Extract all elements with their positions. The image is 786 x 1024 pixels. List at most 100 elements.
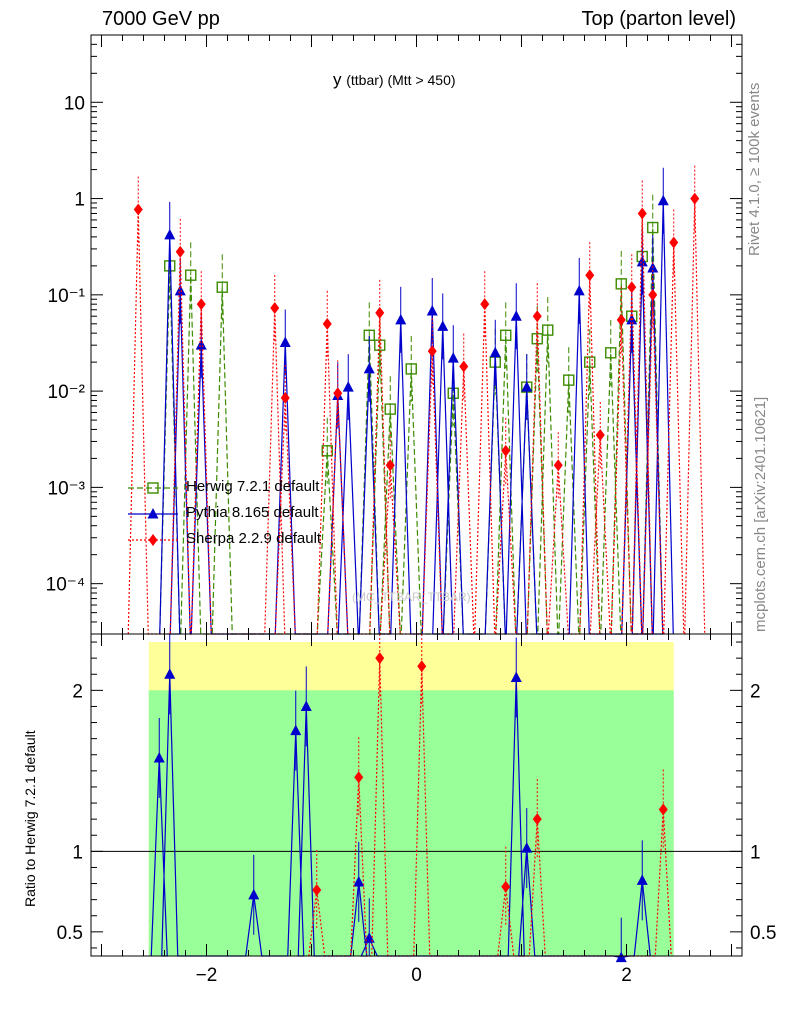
x-tick-label: −2: [196, 965, 218, 986]
legend-pythia-marker: [147, 508, 159, 519]
pythia-point-3: [279, 336, 291, 347]
axis-ticks: [91, 34, 742, 956]
pythia-point-6: [363, 362, 375, 374]
herwig-line: [159, 227, 664, 635]
sherpa-point-17: [616, 313, 626, 326]
pythia-ratio-point-3: [290, 724, 302, 736]
pythia-ratio-point-4: [300, 700, 312, 711]
plot-title-main: y: [333, 70, 342, 89]
sherpa-point-21: [669, 236, 679, 249]
pythia-ratio-point-10: [636, 874, 648, 885]
ratio-y-tick-label-right: 0.5: [750, 923, 776, 944]
herwig-point-17: [615, 278, 627, 290]
pythia-point-9: [437, 320, 449, 331]
sherpa-point-12: [501, 444, 511, 457]
main-y-tick-label: 1: [74, 190, 85, 211]
ratio-y-tick-label-left: 1: [72, 842, 83, 863]
sherpa-point-4: [280, 391, 290, 404]
legend-sherpa-marker: [148, 534, 158, 546]
main-panel-series: [127, 165, 706, 635]
pythia-point-1: [174, 284, 186, 296]
sherpa-point-19: [637, 207, 647, 220]
ratio-y-tick-label-left: 2: [72, 681, 83, 702]
plot-title-sub: (ttbar) (Mtt > 450): [346, 72, 456, 88]
pythia-point-7: [395, 313, 407, 325]
pythia-ratio-point-2: [248, 888, 260, 900]
sherpa-point-15: [585, 269, 595, 282]
analysis-watermark: (MC_TTBAR_TTBAR): [352, 590, 471, 604]
sherpa-point-7: [375, 306, 385, 319]
sherpa-ratio-point-2: [375, 652, 385, 665]
ratio-band-inner: [148, 690, 674, 956]
x-tick-label: 0: [411, 965, 422, 986]
pythia-point-14: [573, 284, 585, 296]
main-y-tick-label: 10⁻¹: [48, 286, 86, 307]
sherpa-ratio-point-5: [532, 813, 542, 826]
sherpa-point-2: [196, 298, 206, 311]
sherpa-point-1: [175, 245, 185, 258]
ratio-y-tick-label-right: 2: [750, 681, 761, 702]
herwig-point-6: [384, 403, 396, 415]
ratio-uncertainty-bands: [91, 642, 742, 956]
main-y-tick-label: 10⁻²: [48, 382, 86, 403]
pythia-ratio-point-9: [615, 951, 627, 963]
herwig-point-15: [584, 356, 596, 368]
legend-sherpa: Sherpa 2.2.9 default: [186, 530, 322, 547]
sherpa-point-5: [322, 317, 332, 330]
pythia-ratio-point-5: [353, 875, 365, 887]
main-y-tick-label: 10: [64, 93, 85, 114]
sherpa-point-13: [532, 310, 542, 323]
herwig-point-2: [216, 281, 228, 293]
sherpa-point-16: [595, 429, 605, 442]
main-y-tick-label: 10⁻³: [48, 478, 86, 499]
sherpa-ratio-point-6: [658, 803, 668, 816]
herwig-point-16: [605, 347, 617, 359]
sherpa-ratio-point-1: [354, 771, 364, 784]
herwig-point-13: [542, 324, 554, 336]
legend-herwig: Herwig 7.2.1 default: [186, 478, 320, 495]
pythia-ratio-point-8: [521, 842, 533, 853]
sherpa-point-11: [480, 298, 490, 311]
pythia-ratio-point-1: [164, 668, 176, 679]
energy-label: 7000 GeV pp: [102, 8, 220, 30]
herwig-point-3: [321, 445, 333, 457]
sherpa-point-22: [690, 192, 700, 205]
plot-title: y (ttbar) (Mtt > 450): [333, 70, 456, 90]
pythia-point-13: [521, 381, 533, 392]
legend-pythia: Pythia 8.165 default: [186, 504, 319, 521]
process-label: Top (parton level): [581, 8, 736, 30]
main-y-tick-label: 10⁻⁴: [46, 575, 85, 596]
ratio-y-axis-label: Ratio to Herwig 7.2.1 default: [22, 730, 38, 907]
sherpa-point-8: [385, 459, 395, 472]
pythia-line: [159, 200, 674, 635]
pythia-point-10: [447, 352, 459, 363]
sherpa-point-14: [553, 459, 563, 472]
pythia-point-18: [657, 194, 669, 206]
sherpa-point-18: [627, 281, 637, 294]
axis-tick-labels: −2 0 2 10⁻⁴ 10⁻³ 10⁻² 10⁻¹ 1 10 0.5 0.5 1 1 2 2: [46, 93, 777, 986]
legend-herwig-marker: [147, 482, 159, 494]
herwig-point-7: [405, 363, 417, 375]
sherpa-point-20: [648, 288, 658, 301]
pythia-point-16: [636, 255, 648, 267]
x-tick-label: 2: [621, 965, 632, 986]
pythia-point-11: [489, 346, 501, 358]
herwig-point-10: [500, 329, 512, 341]
ratio-y-tick-label-right: 1: [750, 842, 761, 863]
sherpa-ratio-point-0: [312, 883, 322, 896]
sherpa-point-9: [427, 345, 437, 358]
herwig-point-20: [647, 221, 659, 234]
sherpa-ratio-point-3: [417, 660, 427, 673]
legend-markers: [128, 482, 178, 546]
rivet-version-label: Rivet 4.1.0, ≥ 100k events: [746, 82, 763, 256]
pythia-point-2: [195, 339, 207, 350]
herwig-point-1: [185, 269, 197, 281]
sherpa-ratio-point-4: [501, 880, 511, 893]
herwig-point-14: [563, 374, 575, 386]
pythia-point-8: [426, 304, 438, 316]
pythia-ratio-point-0: [153, 751, 165, 763]
sherpa-point-10: [459, 360, 469, 373]
pythia-point-5: [342, 381, 354, 392]
mcplots-label: mcplots.cern.ch [arXiv:2401.10621]: [752, 396, 769, 632]
